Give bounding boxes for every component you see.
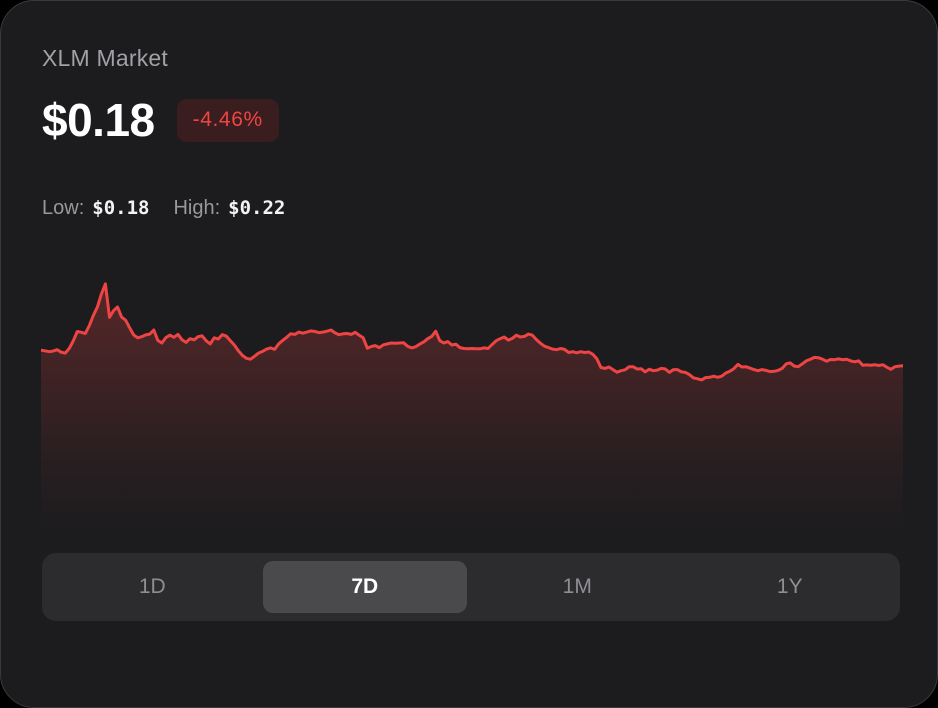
tab-7d[interactable]: 7D [262,561,467,613]
price-change-badge: -4.46% [176,98,279,142]
price-row: $0.18 -4.46% [42,93,279,147]
low-label: Low: [42,197,85,219]
market-title: XLM Market [42,45,168,71]
tab-1d[interactable]: 1D [138,575,166,598]
price-chart [41,282,903,533]
high-value: $0.22 [228,197,286,219]
price-line [41,282,903,382]
timeframe-selector: 1D 7D 1M 1Y [42,553,900,621]
tab-1y[interactable]: 1Y [776,575,803,598]
high-label: High: [173,197,221,219]
price-area-fill [41,283,903,533]
tab-1m[interactable]: 1M [562,575,592,598]
current-price: $0.18 [42,94,155,146]
low-value: $0.18 [92,197,150,219]
price-range: Low: $0.18 High: $0.22 [42,197,285,220]
